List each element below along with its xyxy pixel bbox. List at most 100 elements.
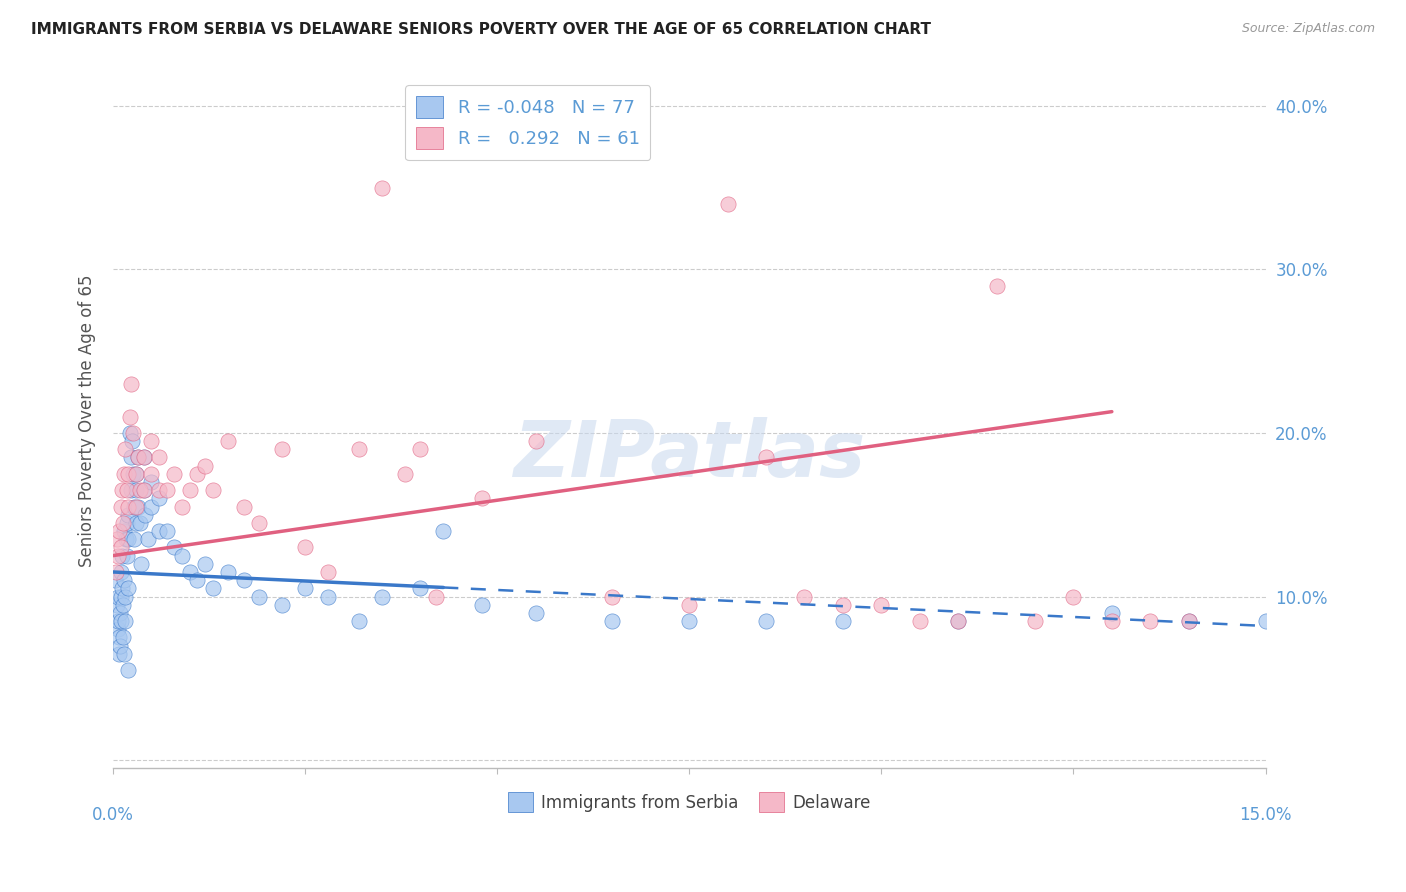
- Point: [141, 500, 163, 514]
- Point: [1177, 614, 1199, 628]
- Point: [148, 483, 170, 498]
- Point: [1101, 606, 1123, 620]
- Point: [678, 614, 700, 628]
- Point: [347, 614, 370, 628]
- Point: [471, 598, 494, 612]
- Point: [201, 483, 224, 498]
- Point: [115, 549, 138, 563]
- Point: [194, 557, 217, 571]
- Point: [124, 533, 146, 547]
- Point: [125, 483, 148, 498]
- Text: IMMIGRANTS FROM SERBIA VS DELAWARE SENIORS POVERTY OVER THE AGE OF 65 CORRELATIO: IMMIGRANTS FROM SERBIA VS DELAWARE SENIO…: [31, 22, 931, 37]
- Point: [127, 450, 149, 465]
- Point: [111, 598, 134, 612]
- Point: [112, 647, 135, 661]
- Point: [294, 582, 316, 596]
- Point: [172, 549, 194, 563]
- Y-axis label: Seniors Poverty Over the Age of 65: Seniors Poverty Over the Age of 65: [79, 275, 96, 567]
- Point: [118, 425, 141, 440]
- Point: [105, 598, 128, 612]
- Point: [394, 467, 416, 481]
- Point: [114, 467, 136, 481]
- Point: [131, 557, 153, 571]
- Text: Source: ZipAtlas.com: Source: ZipAtlas.com: [1241, 22, 1375, 36]
- Point: [122, 500, 145, 514]
- Point: [128, 516, 150, 530]
- Point: [371, 180, 394, 194]
- Point: [141, 467, 163, 481]
- Point: [141, 434, 163, 449]
- Point: [524, 606, 547, 620]
- Point: [172, 500, 194, 514]
- Point: [347, 442, 370, 457]
- Point: [946, 614, 969, 628]
- Point: [117, 533, 139, 547]
- Point: [117, 500, 139, 514]
- Point: [110, 590, 132, 604]
- Point: [232, 500, 254, 514]
- Point: [908, 614, 931, 628]
- Point: [107, 614, 129, 628]
- Point: [115, 516, 138, 530]
- Point: [114, 573, 136, 587]
- Point: [122, 425, 145, 440]
- Point: [128, 483, 150, 498]
- Text: ZIPatlas: ZIPatlas: [513, 417, 865, 493]
- Point: [115, 483, 138, 498]
- Point: [163, 467, 186, 481]
- Point: [247, 590, 270, 604]
- Point: [832, 598, 855, 612]
- Point: [678, 598, 700, 612]
- Point: [148, 491, 170, 506]
- Point: [1254, 614, 1277, 628]
- Point: [125, 467, 148, 481]
- Point: [120, 450, 142, 465]
- Point: [793, 590, 815, 604]
- Point: [986, 278, 1008, 293]
- Point: [247, 516, 270, 530]
- Point: [141, 475, 163, 489]
- Point: [117, 467, 139, 481]
- Point: [107, 622, 129, 636]
- Point: [110, 614, 132, 628]
- Point: [271, 442, 294, 457]
- Point: [105, 533, 128, 547]
- Point: [114, 614, 136, 628]
- Point: [156, 524, 179, 538]
- Point: [110, 500, 132, 514]
- Point: [1062, 590, 1084, 604]
- Point: [108, 647, 131, 661]
- Point: [117, 508, 139, 522]
- Point: [217, 434, 239, 449]
- Point: [120, 376, 142, 391]
- Text: 0.0%: 0.0%: [91, 806, 134, 824]
- Point: [294, 541, 316, 555]
- Point: [602, 614, 624, 628]
- Point: [1101, 614, 1123, 628]
- Point: [179, 483, 201, 498]
- Point: [1139, 614, 1161, 628]
- Text: 15.0%: 15.0%: [1239, 806, 1292, 824]
- Point: [114, 590, 136, 604]
- Point: [114, 524, 136, 538]
- Point: [108, 631, 131, 645]
- Point: [755, 614, 778, 628]
- Point: [132, 450, 155, 465]
- Point: [148, 450, 170, 465]
- Point: [127, 450, 149, 465]
- Point: [104, 573, 127, 587]
- Point: [316, 565, 339, 579]
- Point: [110, 565, 132, 579]
- Point: [111, 516, 134, 530]
- Point: [179, 565, 201, 579]
- Point: [136, 533, 159, 547]
- Point: [118, 409, 141, 424]
- Point: [120, 483, 142, 498]
- Point: [232, 573, 254, 587]
- Point: [201, 582, 224, 596]
- Point: [125, 516, 148, 530]
- Point: [132, 483, 155, 498]
- Point: [471, 491, 494, 506]
- Point: [409, 442, 432, 457]
- Point: [946, 614, 969, 628]
